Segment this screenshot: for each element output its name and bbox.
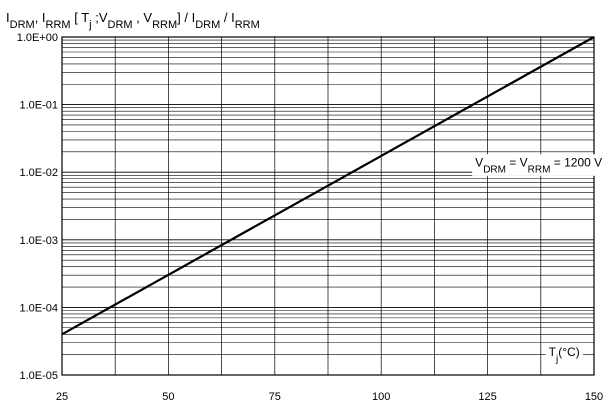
annotation-text: VDRM = VRRM = 1200 V <box>475 155 602 175</box>
chart-title: IDRM, IRRM [ Tj ;VDRM , VRRM] / IDRM / I… <box>6 10 260 31</box>
annotation-bg <box>545 343 583 366</box>
annotation-text: Tj(°C) <box>549 345 580 365</box>
x-tick-label: 125 <box>478 391 496 403</box>
series-group <box>61 36 595 336</box>
annotation-bg <box>472 154 606 176</box>
y-tick-label: 1.0E-02 <box>19 167 58 179</box>
series-line-0 <box>61 36 595 336</box>
plot-border <box>61 36 595 376</box>
y-tick-label: 1.0E-03 <box>19 235 58 247</box>
y-tick-label: 1.0E-05 <box>19 370 58 382</box>
grid <box>61 37 595 376</box>
annotation-0: VDRM = VRRM = 1200 V <box>472 154 606 176</box>
x-tick-label: 150 <box>585 391 603 403</box>
annotations: VDRM = VRRM = 1200 V Tj(°C) <box>472 154 606 366</box>
x-tick-label: 100 <box>372 391 390 403</box>
x-tick-label: 25 <box>56 391 68 403</box>
y-tick-label: 1.0E-01 <box>19 100 58 112</box>
x-tick-label: 50 <box>162 391 174 403</box>
annotation-1: Tj(°C) <box>545 343 583 366</box>
x-tick-labels: 25 50 75 100 125 150 <box>56 391 603 403</box>
x-tick-label: 75 <box>269 391 281 403</box>
y-tick-label: 1.0E+00 <box>17 32 58 44</box>
y-tick-label: 1.0E-04 <box>19 302 58 314</box>
plot-frame <box>61 36 595 376</box>
y-tick-labels: 1.0E-05 1.0E-04 1.0E-03 1.0E-02 1.0E-01 1.0E+… <box>17 32 58 382</box>
